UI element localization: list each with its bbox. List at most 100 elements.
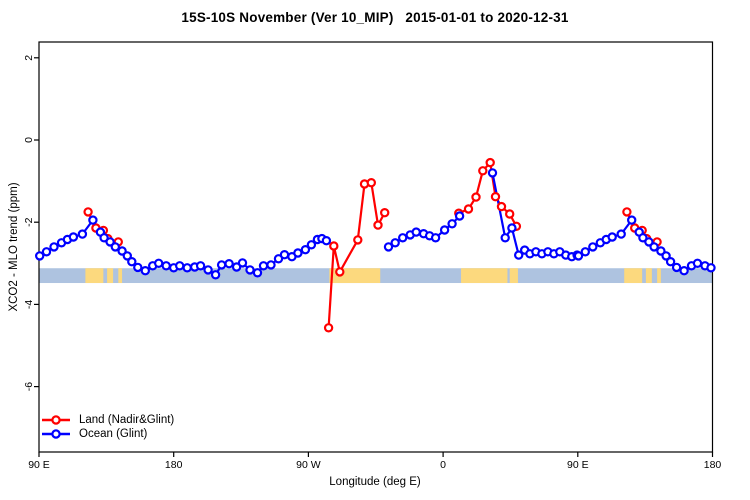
ocean-data-point: [182, 263, 192, 273]
legend-label-ocean: Ocean (Glint): [79, 428, 148, 440]
ocean-data-point: [258, 261, 269, 271]
ocean-data-point: [638, 233, 648, 243]
ocean-data-point: [411, 227, 421, 237]
ocean-data-point: [514, 250, 524, 260]
ocean-data-point: [507, 223, 517, 233]
land-data-point: [353, 235, 363, 245]
ocean-data-point: [203, 265, 213, 275]
ocean-data-point: [161, 261, 171, 271]
ocean-data-point: [454, 211, 465, 221]
ocean-data-point: [110, 242, 121, 252]
ocean-data-point: [390, 238, 400, 248]
y-axis-label: XCO2 - MLO trend (ppm): [8, 182, 20, 312]
ocean-data-point: [266, 260, 276, 270]
y-tick-label: -2: [23, 217, 35, 226]
ocean-data-point: [245, 265, 255, 275]
ocean-data-point: [293, 248, 303, 258]
x-tick-label: 180: [165, 459, 183, 471]
map-band-land-patch: [461, 268, 508, 284]
legend: Land (Nadir&Glint) Ocean (Glint): [41, 413, 174, 441]
ocean-data-point: [573, 251, 584, 261]
ocean-data-point: [49, 242, 59, 252]
ocean-data-point: [679, 266, 689, 276]
ocean-data-point: [224, 259, 234, 269]
map-band-land-patch: [118, 268, 123, 284]
map-band-land-patch: [509, 268, 518, 284]
land-series-line: [327, 181, 386, 328]
ocean-data-point: [665, 257, 676, 267]
land-data-point: [496, 201, 507, 212]
ocean-data-point: [231, 262, 242, 272]
ocean-data-point: [607, 232, 617, 242]
legend-item-land: Land (Nadir&Glint): [41, 413, 174, 427]
x-tick-label: 90 W: [296, 459, 321, 471]
land-data-point: [505, 209, 515, 219]
land-marker-icon: [42, 415, 70, 425]
ocean-data-point: [273, 254, 284, 264]
land-data-point: [490, 191, 501, 202]
ocean-data-point: [174, 261, 185, 271]
land-data-point: [329, 241, 339, 251]
ocean-data-point: [237, 258, 248, 268]
ocean-data-point: [649, 242, 659, 252]
ocean-data-point: [216, 260, 227, 270]
ocean-data-point: [195, 261, 206, 271]
ocean-data-point: [487, 168, 498, 178]
y-tick-label: -6: [23, 382, 35, 391]
land-data-point: [463, 204, 474, 214]
ocean-data-point: [306, 240, 317, 250]
ocean-data-point: [41, 247, 52, 257]
x-tick-label: 0: [440, 459, 446, 471]
map-band-land-patch: [645, 268, 652, 284]
ocean-data-point: [153, 258, 164, 268]
ocean-data-point: [77, 229, 88, 239]
land-data-point: [478, 166, 488, 176]
ocean-marker-icon: [42, 429, 70, 439]
y-tick-label: 0: [23, 137, 35, 143]
land-data-point: [323, 323, 334, 333]
ocean-data-point: [447, 219, 457, 229]
map-band-land-patch: [107, 268, 114, 284]
ocean-data-point: [398, 233, 408, 243]
x-tick-label: 90 E: [28, 459, 50, 471]
ocean-data-point: [127, 257, 137, 267]
ocean-data-point: [439, 225, 450, 235]
land-data-point: [83, 207, 93, 217]
ocean-data-point: [88, 215, 98, 225]
land-data-point: [471, 192, 481, 202]
ocean-data-point: [580, 247, 591, 257]
plot-border: [38, 41, 714, 453]
ocean-data-point: [627, 215, 637, 225]
map-band-land-patch: [657, 268, 661, 284]
y-tick-label: -4: [23, 300, 35, 309]
legend-label-land: Land (Nadir&Glint): [79, 414, 175, 426]
legend-item-ocean: Ocean (Glint): [41, 427, 174, 441]
x-tick-label: 90 E: [567, 459, 589, 471]
ocean-data-point: [140, 266, 150, 276]
ocean-series-line: [491, 172, 712, 272]
ocean-data-point: [706, 263, 716, 273]
ocean-data-point: [616, 229, 626, 239]
ocean-data-point: [692, 258, 703, 268]
ocean-data-point: [430, 233, 441, 243]
ocean-data-point: [383, 242, 394, 252]
ocean-data-point: [300, 244, 311, 255]
ocean-data-point: [588, 242, 598, 252]
ocean-data-point: [661, 251, 671, 261]
land-data-point: [335, 267, 345, 277]
land-data-point: [380, 207, 390, 218]
ocean-data-point: [671, 262, 682, 273]
ocean-data-point: [99, 233, 109, 243]
chart-title: 15S-10S November (Ver 10_MIP) 2015-01-01…: [181, 10, 569, 25]
ocean-data-point: [133, 262, 143, 273]
ocean-data-point: [500, 233, 510, 243]
land-data-point: [373, 220, 383, 230]
ocean-data-point: [68, 232, 79, 242]
ocean-data-point: [279, 249, 290, 260]
ocean-data-point: [122, 251, 133, 261]
y-tick-label: 2: [23, 55, 35, 61]
ocean-data-point: [35, 251, 45, 261]
land-data-point: [622, 207, 632, 217]
